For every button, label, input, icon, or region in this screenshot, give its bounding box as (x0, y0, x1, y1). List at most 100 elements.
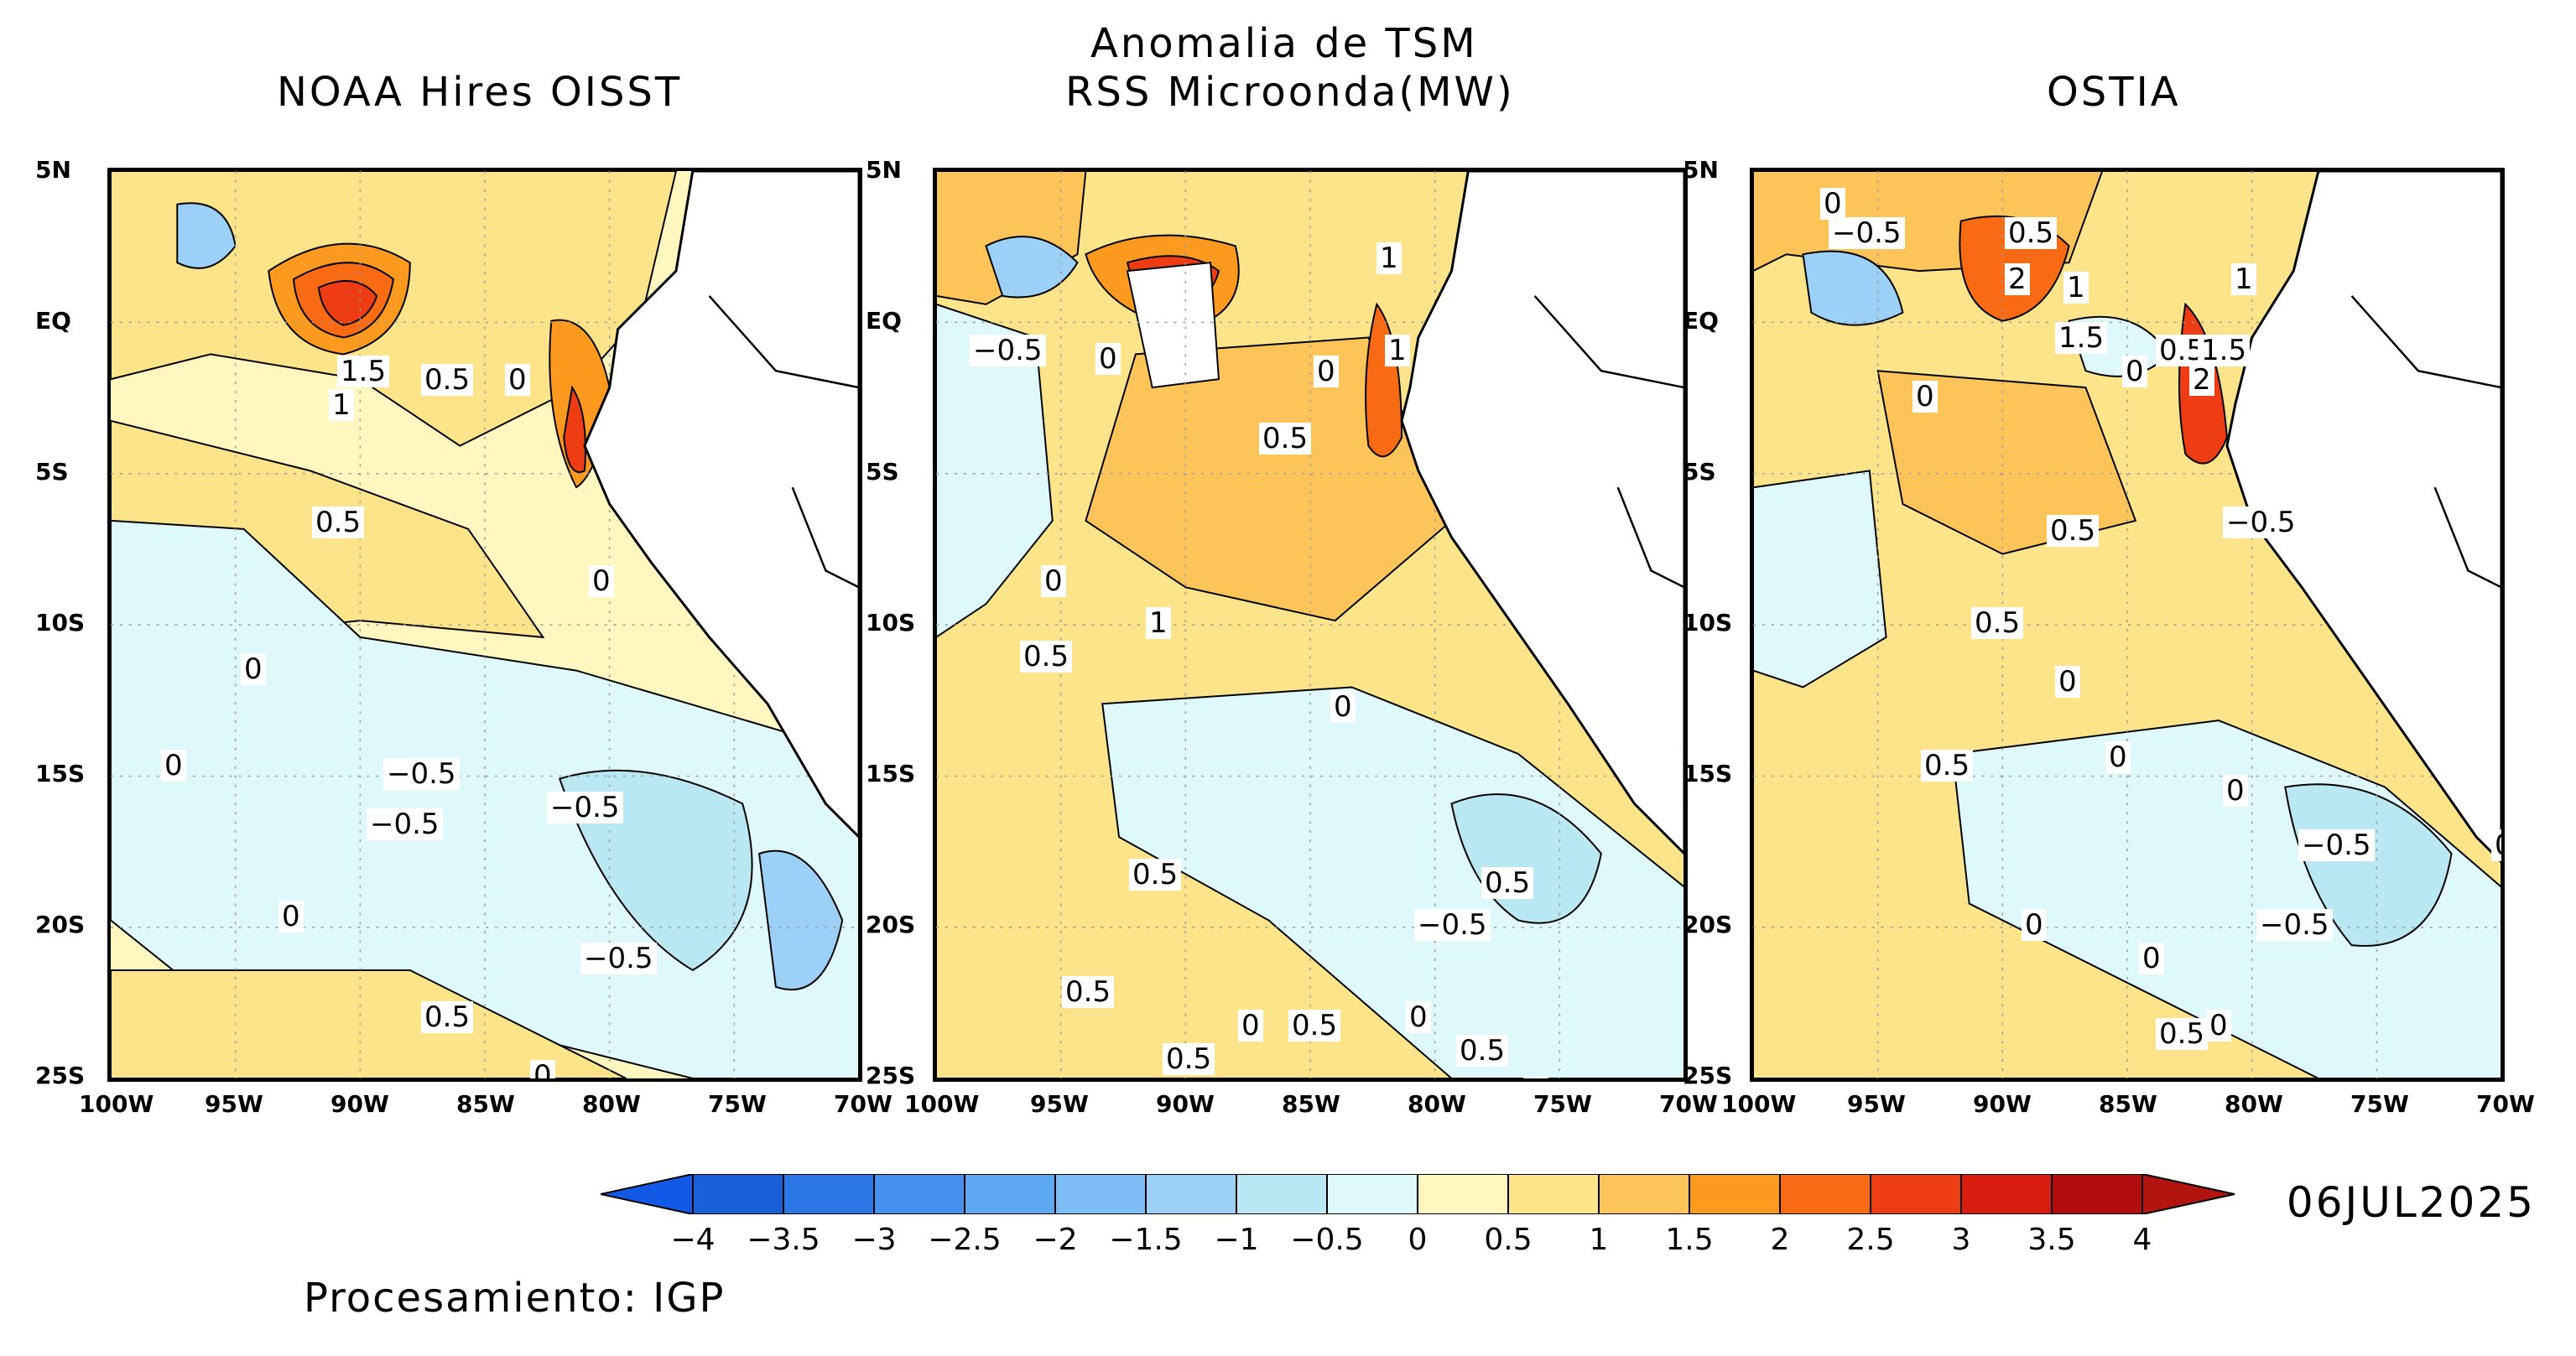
lon-tick-label: 85W (2099, 1090, 2157, 1118)
lat-tick-label: 25S (866, 1062, 916, 1089)
lon-tick-label: 90W (1156, 1090, 1215, 1118)
colorbar-tick-label: −0.5 (1290, 1223, 1364, 1257)
colorbar-swatch (1236, 1174, 1328, 1214)
lon-tick-label: 100W (904, 1090, 980, 1118)
contour-label: 0 (2105, 741, 2131, 773)
contour-label: 0 (1314, 356, 1339, 387)
lon-tick-label: 70W (834, 1090, 892, 1118)
lon-tick-label: 70W (2476, 1090, 2535, 1118)
sst-anomaly-field (111, 171, 859, 1078)
contour-label: 0.5 (1062, 976, 1115, 1008)
anomaly-region (317, 280, 378, 326)
colorbar-tick-label: −3 (851, 1223, 897, 1257)
land-south-america (583, 171, 859, 839)
anomaly-region (1753, 470, 1887, 688)
colorbar-tick-label: 3.5 (2027, 1223, 2076, 1257)
colorbar (601, 1174, 2235, 1214)
lon-tick-label: 70W (1659, 1090, 1718, 1118)
contour-label: 0.5 (1259, 423, 1312, 455)
contour-label: 1 (1385, 335, 1410, 366)
contour-label: 0.5 (1020, 641, 1073, 673)
anomaly-region (2284, 783, 2453, 947)
lon-tick-label: 90W (330, 1090, 389, 1118)
map-panel-ostia: 0 −0.5 0.5 2 1 1.5 1 0.5 1.5 2 0 0 0.5 −0.5 0.5 0 0.5 0 0−… (1750, 168, 2505, 1082)
lat-tick-label: 5N (1683, 156, 1719, 184)
contour-label: 0 (2223, 775, 2248, 807)
lat-tick-label: 20S (866, 911, 916, 938)
colorbar-tick-label: 1.5 (1665, 1223, 1714, 1257)
contour-label: 0.5 (1971, 607, 2024, 639)
colorbar-swatch (964, 1174, 1056, 1214)
anomaly-region (936, 303, 1054, 639)
contour-label: 0 (1238, 1010, 1263, 1042)
contour-label: 0 (1820, 188, 1845, 220)
colorbar-swatch (1870, 1174, 1962, 1214)
contour-label: 1 (329, 389, 354, 421)
contour-label: 0.5 (1163, 1043, 1215, 1075)
footer-credit: Procesamiento: IGP (304, 1275, 726, 1322)
contour-label: 0 (2206, 1010, 2231, 1042)
contour-label: 1.5 (337, 356, 390, 387)
contour-label: 0.5 (421, 1001, 474, 1033)
anomaly-region (563, 385, 586, 473)
contour-label: 0 (161, 750, 186, 782)
contour-label: 0 (1523, 1077, 1548, 1078)
lat-tick-label: 5N (866, 156, 902, 184)
contour-label: −0.5 (2298, 829, 2375, 861)
contour-label: 0 (589, 565, 614, 597)
main-title-line1: Anomalia de TSM (1090, 20, 1478, 67)
contour-label: 1.5 (2198, 335, 2251, 366)
contour-label: 0 (241, 653, 266, 685)
panel-title-ostia: OSTIA (2047, 69, 2181, 116)
contour-label: −0.5 (1414, 909, 1491, 941)
contour-label: 1.5 (2055, 322, 2108, 354)
panel-title-rss: RSS Microonda(MW) (1065, 69, 1515, 116)
country-border (791, 486, 859, 589)
lat-tick-label: 25S (1683, 1062, 1733, 1089)
contour-label: 0 (1912, 381, 1938, 413)
colorbar-tick-label: −3.5 (747, 1223, 820, 1257)
contour-label: 0 (2122, 356, 2147, 387)
lon-tick-label: 75W (708, 1090, 767, 1118)
lat-tick-label: EQ (1683, 307, 1719, 335)
anomaly-region (1126, 262, 1220, 389)
colorbar-swatch (1598, 1174, 1690, 1214)
colorbar-tick-label: 0 (1408, 1223, 1428, 1257)
country-border (1616, 486, 1684, 589)
lat-tick-label: 10S (35, 609, 86, 636)
contour-label: 0.5 (1456, 1035, 1509, 1067)
lat-tick-label: 5N (35, 156, 71, 184)
lat-tick-label: 15S (866, 760, 916, 787)
colorbar-tick-label: 4 (2132, 1223, 2152, 1257)
colorbar-tick-label: 3 (1951, 1223, 1971, 1257)
contour-label: 0.5 (2005, 217, 2058, 249)
contour-label: 1 (2231, 263, 2256, 295)
panel-title-noaa: NOAA Hires OISST (277, 69, 683, 116)
colorbar-tick-label: −1 (1214, 1223, 1259, 1257)
contour-label: −0.5 (383, 758, 460, 790)
lon-tick-label: 85W (456, 1090, 515, 1118)
lat-tick-label: EQ (866, 307, 902, 335)
sst-anomaly-field (936, 171, 1684, 1078)
colorbar-tick-label: −2.5 (928, 1223, 1002, 1257)
lon-tick-label: 75W (1533, 1090, 1592, 1118)
colorbar-tick-label: −1.5 (1109, 1223, 1183, 1257)
lat-tick-label: 5S (1683, 458, 1716, 486)
colorbar-low-arrow (601, 1174, 694, 1214)
lat-tick-label: 5S (35, 458, 69, 486)
colorbar-swatch (873, 1174, 965, 1214)
contour-label: −0.5 (1829, 217, 1905, 249)
contour-label: −0.5 (2256, 909, 2333, 941)
contour-label: 1 (1146, 607, 1171, 639)
lon-tick-label: 80W (582, 1090, 641, 1118)
colorbar-swatch (692, 1174, 784, 1214)
lat-tick-label: 20S (1683, 911, 1733, 938)
contour-label: 0.5 (421, 364, 474, 396)
contour-label: 0.5 (1921, 750, 1974, 782)
map-panel-noaa: 1.5 1 0.5 0 0.5 0 0 −0.5 −0.5 −0.5 0 0 −0.5 0.5 0 (107, 168, 862, 1082)
lon-tick-label: 95W (1847, 1090, 1906, 1118)
colorbar-swatch (1326, 1174, 1418, 1214)
contour-label: 0.5 (1481, 867, 1534, 899)
lon-tick-label: 95W (1030, 1090, 1089, 1118)
colorbar-swatch (1054, 1174, 1147, 1214)
